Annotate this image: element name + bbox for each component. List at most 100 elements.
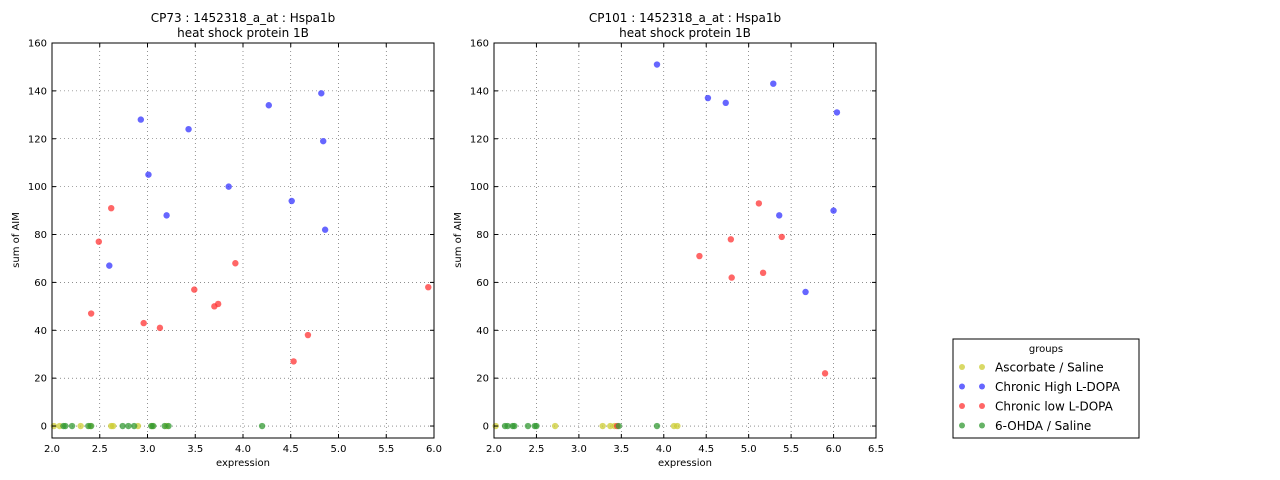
x-tick-label: 5.0 <box>741 444 757 455</box>
data-point <box>108 204 115 212</box>
legend-title: groups <box>1029 344 1063 355</box>
data-point <box>833 109 841 116</box>
y-tick-label: 40 <box>476 326 489 337</box>
legend-label: Chronic High L-DOPA <box>995 380 1121 394</box>
data-point <box>802 288 809 296</box>
y-tick-label: 100 <box>470 182 489 193</box>
data-point <box>145 171 152 178</box>
data-point <box>304 331 312 339</box>
axis-ticks: 2.0 2.5 3.0 3.5 4.0 4.5 5.0 5.5 6.0 6.5 0 20 40 60 80 1… <box>470 39 884 456</box>
legend-marker <box>959 383 965 390</box>
legend-marker <box>979 364 985 370</box>
legend-label: Ascorbate / Saline <box>995 361 1104 375</box>
data-point <box>674 422 681 430</box>
data-point <box>615 422 622 430</box>
data-point <box>106 262 113 269</box>
data-point <box>232 260 239 267</box>
y-tick-label: 0 <box>41 422 47 433</box>
data-point <box>504 422 511 430</box>
data-point <box>770 80 777 87</box>
x-tick-label: 6.0 <box>826 444 842 455</box>
y-tick-label: 20 <box>476 374 489 385</box>
data-point <box>321 226 329 233</box>
data-point <box>778 233 785 241</box>
x-tick-label: 3.0 <box>140 444 156 455</box>
data-point <box>722 99 729 107</box>
x-tick-label: 4.0 <box>235 444 251 455</box>
data-point <box>320 137 327 145</box>
data-point <box>137 116 145 123</box>
data-point <box>156 324 164 332</box>
chart-subtitle: heat shock protein 1B <box>177 26 309 40</box>
legend-items: Ascorbate / Saline Chronic High L-DOPA Chr… <box>959 361 1121 433</box>
plot-frame <box>493 42 877 439</box>
y-tick-label: 40 <box>34 326 47 337</box>
legend-marker <box>959 403 965 409</box>
legend-marker <box>979 422 985 429</box>
data-point <box>288 197 295 205</box>
data-point <box>599 422 606 430</box>
x-tick-label: 4.5 <box>698 444 714 455</box>
data-point <box>653 422 661 430</box>
data-point <box>225 183 232 190</box>
y-tick-label: 160 <box>28 39 47 50</box>
data-point <box>728 274 735 281</box>
x-tick-label: 3.0 <box>571 444 587 455</box>
data-point <box>95 238 102 245</box>
data-point <box>533 422 540 430</box>
x-tick-label: 5.5 <box>783 444 799 455</box>
x-tick-label: 4.5 <box>283 444 299 455</box>
data-point <box>119 422 126 430</box>
data-point <box>318 90 325 97</box>
chart-panel-cp73: CP73 : 1452318_a_at : Hspa1b heat shock … <box>11 11 442 469</box>
x-tick-label: 2.5 <box>92 444 108 455</box>
y-tick-label: 20 <box>34 374 47 385</box>
y-axis-label: sum of AIM <box>453 212 464 268</box>
data-point <box>87 310 95 317</box>
data-point <box>140 319 147 327</box>
data-point <box>68 422 76 430</box>
data-point <box>290 358 297 365</box>
legend-label: Chronic low L-DOPA <box>995 400 1114 414</box>
data-point <box>704 94 712 102</box>
data-points <box>50 90 432 430</box>
x-tick-label: 2.0 <box>44 444 60 455</box>
data-point <box>821 370 829 377</box>
data-point <box>214 300 222 308</box>
chart-panel-cp101: CP101 : 1452318_a_at : Hspa1b heat shock… <box>453 11 884 469</box>
data-point <box>130 422 138 430</box>
y-tick-label: 60 <box>34 278 47 289</box>
data-point <box>125 422 132 430</box>
legend: groups Ascorbate / Saline Chronic High L-… <box>952 338 1140 439</box>
x-axis-label: expression <box>216 458 270 469</box>
x-tick-label: 4.0 <box>656 444 672 455</box>
data-point <box>165 422 172 430</box>
data-point <box>759 269 767 277</box>
data-point <box>425 283 432 291</box>
y-tick-label: 140 <box>28 86 47 97</box>
data-point <box>185 125 192 133</box>
legend-marker <box>979 403 985 409</box>
data-point <box>755 200 763 207</box>
y-tick-label: 120 <box>470 134 489 145</box>
data-point <box>551 422 559 430</box>
data-point <box>265 102 272 109</box>
y-tick-label: 160 <box>470 39 489 50</box>
data-point <box>62 422 69 430</box>
data-point <box>511 422 518 430</box>
x-axis-label: expression <box>658 458 712 469</box>
legend-marker <box>959 364 965 370</box>
x-tick-label: 6.5 <box>868 444 884 455</box>
x-tick-label: 3.5 <box>613 444 629 455</box>
y-tick-label: 120 <box>28 134 47 145</box>
x-tick-label: 3.5 <box>187 444 203 455</box>
legend-marker <box>979 383 985 390</box>
data-point <box>191 286 198 293</box>
x-tick-label: 5.0 <box>331 444 347 455</box>
legend-label: 6-OHDA / Saline <box>995 419 1091 433</box>
data-point <box>524 422 532 430</box>
y-axis-label: sum of AIM <box>11 212 22 268</box>
legend-marker <box>959 422 965 429</box>
chart-title: CP73 : 1452318_a_at : Hspa1b <box>151 11 336 25</box>
